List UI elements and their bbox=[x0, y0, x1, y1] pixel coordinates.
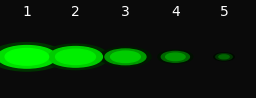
Circle shape bbox=[158, 50, 193, 64]
Circle shape bbox=[56, 49, 95, 64]
Circle shape bbox=[42, 44, 109, 70]
Text: 5: 5 bbox=[220, 5, 228, 19]
Circle shape bbox=[0, 43, 64, 71]
Circle shape bbox=[100, 47, 151, 67]
Circle shape bbox=[5, 49, 49, 65]
Circle shape bbox=[216, 54, 232, 60]
Text: 4: 4 bbox=[171, 5, 180, 19]
Text: 3: 3 bbox=[121, 5, 130, 19]
Circle shape bbox=[49, 47, 102, 67]
Circle shape bbox=[214, 53, 234, 61]
Text: 1: 1 bbox=[23, 5, 31, 19]
Circle shape bbox=[219, 55, 229, 59]
Circle shape bbox=[105, 49, 146, 65]
Text: 2: 2 bbox=[71, 5, 80, 19]
Circle shape bbox=[0, 46, 56, 68]
Circle shape bbox=[161, 51, 189, 62]
Circle shape bbox=[166, 53, 185, 61]
Circle shape bbox=[111, 51, 140, 63]
